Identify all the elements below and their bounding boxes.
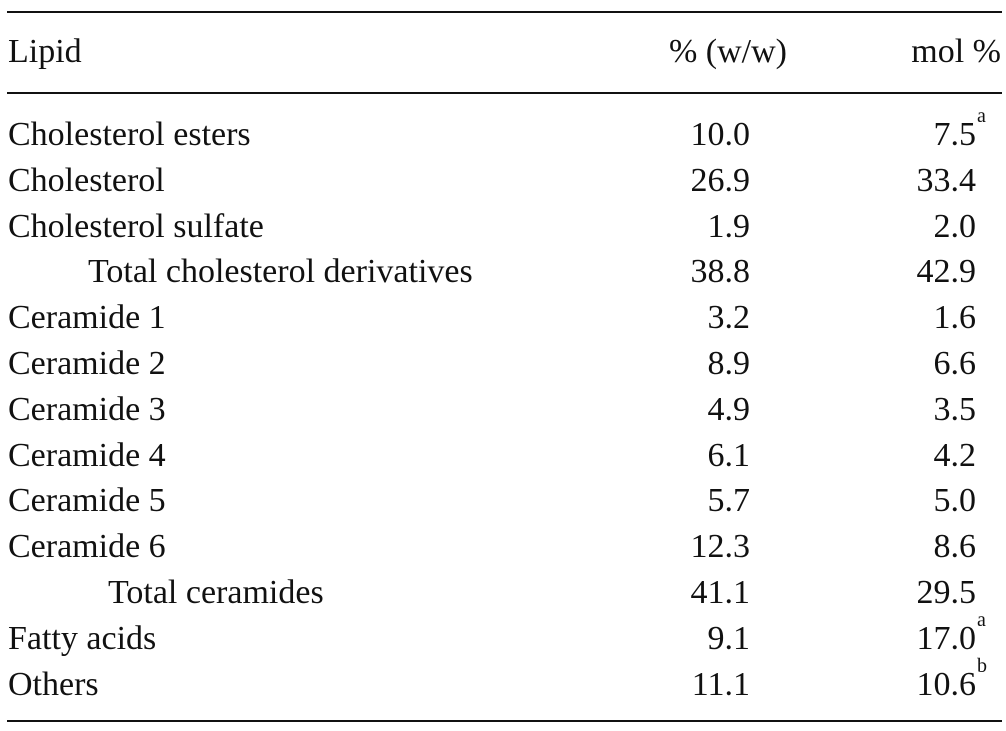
- mol-percent-value: 5.0: [933, 482, 977, 519]
- table-row: Total cholesterol derivatives 38.8 42.9: [0, 249, 1006, 295]
- footnote-marker: a: [977, 609, 986, 631]
- table-row: Total ceramides 41.1 29.5: [0, 570, 1006, 616]
- mol-percent-cell: 7.5 a: [933, 106, 986, 158]
- weight-percent-cell: 6.1: [707, 437, 751, 474]
- table-row: Cholesterol esters 10.0 7.5 a: [0, 106, 1006, 158]
- weight-percent-cell: 12.3: [690, 528, 751, 565]
- lipid-name-cell: Ceramide 5: [8, 482, 166, 519]
- table-row: Ceramide 4 6.1 4.2: [0, 433, 1006, 479]
- lipid-name-cell: Total cholesterol derivatives: [88, 253, 473, 290]
- mol-percent-cell: 4.2: [934, 433, 977, 479]
- mol-percent-cell: 6.6: [934, 341, 977, 387]
- mol-percent-value: 6.6: [933, 345, 977, 382]
- weight-percent-cell: 11.1: [691, 666, 750, 703]
- weight-percent-cell: 41.1: [690, 574, 751, 611]
- weight-percent-cell: 4.9: [707, 391, 751, 428]
- mol-percent-cell: 42.9: [917, 249, 977, 295]
- mol-percent-value: 33.4: [916, 162, 977, 199]
- table-row: Ceramide 6 12.3 8.6: [0, 524, 1006, 570]
- table-row: Ceramide 3 4.9 3.5: [0, 387, 1006, 433]
- table-top-rule: [7, 11, 1002, 13]
- mol-percent-value: 29.5: [916, 574, 977, 611]
- mol-percent-cell: 5.0: [934, 478, 977, 524]
- table-row: Cholesterol 26.9 33.4: [0, 158, 1006, 204]
- mol-percent-value: 8.6: [933, 528, 977, 565]
- lipid-name-cell: Cholesterol esters: [8, 116, 251, 153]
- lipid-name-cell: Ceramide 1: [8, 299, 166, 336]
- table-header-rule: [7, 92, 1002, 94]
- mol-percent-value: 1.6: [933, 299, 977, 336]
- weight-percent-cell: 8.9: [707, 345, 751, 382]
- mol-percent-cell: 10.6 b: [916, 656, 988, 708]
- column-header-weight-percent: % (w/w): [668, 33, 787, 70]
- table-row: Cholesterol sulfate 1.9 2.0: [0, 204, 1006, 250]
- mol-percent-value: 7.5: [933, 116, 977, 153]
- weight-percent-cell: 5.7: [707, 482, 751, 519]
- table-row: Ceramide 2 8.9 6.6: [0, 341, 1006, 387]
- lipid-name-cell: Ceramide 2: [8, 345, 166, 382]
- lipid-name-cell: Ceramide 4: [8, 437, 166, 474]
- lipid-name-cell: Others: [8, 666, 99, 703]
- lipid-name-cell: Ceramide 3: [8, 391, 166, 428]
- weight-percent-cell: 10.0: [690, 116, 751, 153]
- mol-percent-cell: 29.5: [917, 570, 977, 616]
- mol-percent-value: 17.0: [916, 620, 977, 657]
- column-header-lipid: Lipid: [8, 33, 82, 70]
- table-row: Others 11.1 10.6 b: [0, 656, 1006, 708]
- lipid-name-cell: Cholesterol: [8, 162, 165, 199]
- mol-percent-cell: 3.5: [934, 387, 977, 433]
- weight-percent-cell: 9.1: [707, 620, 751, 657]
- weight-percent-cell: 38.8: [690, 253, 751, 290]
- lipid-name-cell: Cholesterol sulfate: [8, 208, 264, 245]
- footnote-marker: b: [977, 655, 987, 677]
- weight-percent-cell: 26.9: [690, 162, 751, 199]
- mol-percent-value: 10.6: [916, 666, 977, 703]
- weight-percent-cell: 3.2: [707, 299, 751, 336]
- lipid-name-cell: Fatty acids: [8, 620, 157, 657]
- lipid-name-cell: Ceramide 6: [8, 528, 166, 565]
- table-row: Ceramide 5 5.7 5.0: [0, 478, 1006, 524]
- lipid-name-cell: Total ceramides: [108, 574, 324, 611]
- mol-percent-value: 3.5: [933, 391, 977, 428]
- weight-percent-cell: 1.9: [707, 208, 751, 245]
- mol-percent-value: 4.2: [933, 437, 977, 474]
- table-bottom-rule: [7, 720, 1002, 722]
- column-header-mol-percent: mol %: [911, 33, 1001, 70]
- mol-percent-cell: 33.4: [917, 158, 977, 204]
- mol-percent-cell: 17.0 a: [916, 610, 986, 662]
- mol-percent-value: 42.9: [916, 253, 977, 290]
- table-row: Ceramide 1 3.2 1.6: [0, 295, 1006, 341]
- mol-percent-cell: 8.6: [934, 524, 977, 570]
- mol-percent-cell: 2.0: [934, 204, 977, 250]
- mol-percent-value: 2.0: [933, 208, 977, 245]
- table-row: Fatty acids 9.1 17.0 a: [0, 610, 1006, 662]
- mol-percent-cell: 1.6: [934, 295, 977, 341]
- footnote-marker: a: [977, 105, 986, 127]
